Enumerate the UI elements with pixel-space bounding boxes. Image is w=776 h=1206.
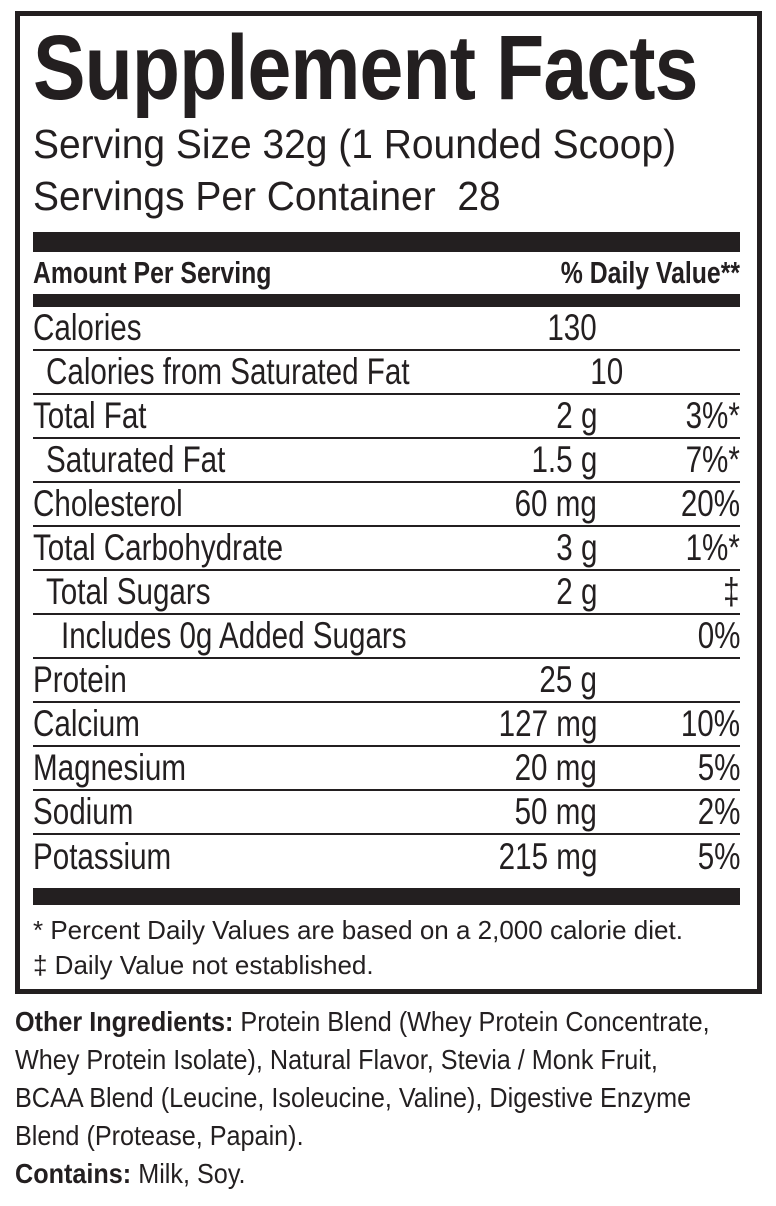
servings-per-container-line: Servings Per Container 28: [33, 173, 501, 219]
nutrient-table: Calories 130 Calories from Saturated Fat…: [33, 307, 740, 879]
nutrient-dv: 0%: [697, 615, 740, 656]
nutrient-dv: 5%: [697, 836, 740, 877]
thick-divider-bar-bottom: [33, 888, 740, 905]
serving-size-line: Serving Size 32g (1 Rounded Scoop): [33, 121, 677, 167]
nutrient-amount: 20 mg: [514, 747, 597, 788]
nutrient-name: Calories: [33, 307, 142, 348]
nutrient-amount: 1.5 g: [531, 439, 597, 480]
nutrient-dv: 3%*: [685, 395, 740, 436]
nutrient-row-cholesterol: Cholesterol 60 mg 20%: [33, 483, 740, 527]
nutrient-name: Calcium: [33, 703, 140, 744]
nutrient-dv: ‡: [723, 571, 740, 612]
nutrient-dv: 2%: [697, 791, 740, 832]
nutrient-dv: [623, 351, 740, 393]
nutrient-name: Magnesium: [33, 747, 187, 788]
nutrient-name: Includes 0g Added Sugars: [61, 615, 407, 656]
nutrient-amount: 60 mg: [514, 483, 597, 524]
nutrient-name: Sodium: [33, 791, 134, 832]
nutrient-name: Calories from Saturated Fat: [46, 351, 410, 392]
nutrient-row-calories-from-sat-fat: Calories from Saturated Fat 10: [33, 351, 740, 395]
footnotes: * Percent Daily Values are based on a 2,…: [33, 913, 740, 983]
nutrient-amount: [493, 615, 619, 657]
panel-title: Supplement Facts: [33, 17, 698, 119]
nutrient-name: Total Carbohydrate: [33, 527, 284, 568]
daily-value-header: % Daily Value**: [560, 255, 740, 290]
ingredients-line: Whey Protein Isolate), Natural Flavor, S…: [15, 1044, 658, 1075]
nutrient-row-calcium: Calcium 127 mg 10%: [33, 703, 740, 747]
nutrient-amount: 10: [590, 351, 624, 392]
contains-line: Contains: Milk, Soy.: [15, 1158, 246, 1189]
serving-info: Serving Size 32g (1 Rounded Scoop) Servi…: [33, 118, 740, 222]
nutrient-dv: 5%: [697, 747, 740, 788]
nutrient-amount: 2 g: [555, 571, 597, 612]
nutrient-dv: 10%: [680, 703, 740, 744]
nutrient-name: Saturated Fat: [46, 439, 226, 480]
nutrient-dv: 7%*: [685, 439, 740, 480]
nutrient-amount: 215 mg: [498, 836, 597, 877]
nutrient-row-calories: Calories 130: [33, 307, 740, 351]
nutrient-amount: 3 g: [555, 527, 597, 568]
nutrient-dv: [597, 307, 740, 349]
nutrient-amount: 130: [547, 307, 597, 348]
nutrient-row-sodium: Sodium 50 mg 2%: [33, 791, 740, 835]
nutrient-dv: 1%*: [685, 527, 740, 568]
nutrient-row-total-carbohydrate: Total Carbohydrate 3 g 1%*: [33, 527, 740, 571]
ingredients-line: Blend (Protease, Papain).: [15, 1120, 304, 1151]
nutrient-name: Total Sugars: [46, 571, 211, 612]
nutrient-dv: 20%: [680, 483, 740, 524]
footnote-dagger: ‡ Daily Value not established.: [33, 950, 374, 980]
medium-divider-bar: [33, 294, 740, 307]
other-ingredients-label: Other Ingredients:: [15, 1006, 234, 1037]
supplement-facts-panel: Supplement Facts Serving Size 32g (1 Rou…: [15, 11, 762, 994]
ingredients-line: BCAA Blend (Leucine, Isoleucine, Valine)…: [15, 1082, 692, 1113]
nutrient-amount: 50 mg: [514, 791, 597, 832]
nutrient-dv: [597, 659, 740, 701]
nutrient-amount: 127 mg: [498, 703, 597, 744]
nutrient-row-magnesium: Magnesium 20 mg 5%: [33, 747, 740, 791]
other-ingredients-paragraph: Other Ingredients: Protein Blend (Whey P…: [15, 1003, 775, 1193]
nutrient-name: Potassium: [33, 836, 172, 877]
nutrient-row-added-sugars: Includes 0g Added Sugars 0%: [33, 615, 740, 659]
nutrient-amount: 25 g: [539, 659, 597, 700]
table-header-row: Amount Per Serving % Daily Value**: [33, 252, 740, 294]
ingredients-line: Other Ingredients: Protein Blend (Whey P…: [15, 1006, 710, 1037]
nutrient-row-protein: Protein 25 g: [33, 659, 740, 703]
footnote-daily-values: * Percent Daily Values are based on a 2,…: [33, 915, 683, 945]
thick-divider-bar-top: [33, 232, 740, 252]
nutrient-name: Cholesterol: [33, 483, 183, 524]
nutrient-row-total-sugars: Total Sugars 2 g ‡: [33, 571, 740, 615]
amount-per-serving-header: Amount Per Serving: [33, 255, 272, 290]
contains-label: Contains:: [15, 1158, 132, 1189]
nutrient-row-total-fat: Total Fat 2 g 3%*: [33, 395, 740, 439]
nutrient-row-potassium: Potassium 215 mg 5%: [33, 835, 740, 879]
nutrient-name: Total Fat: [33, 395, 147, 436]
nutrient-amount: 2 g: [555, 395, 597, 436]
nutrient-name: Protein: [33, 659, 127, 700]
nutrient-row-saturated-fat: Saturated Fat 1.5 g 7%*: [33, 439, 740, 483]
